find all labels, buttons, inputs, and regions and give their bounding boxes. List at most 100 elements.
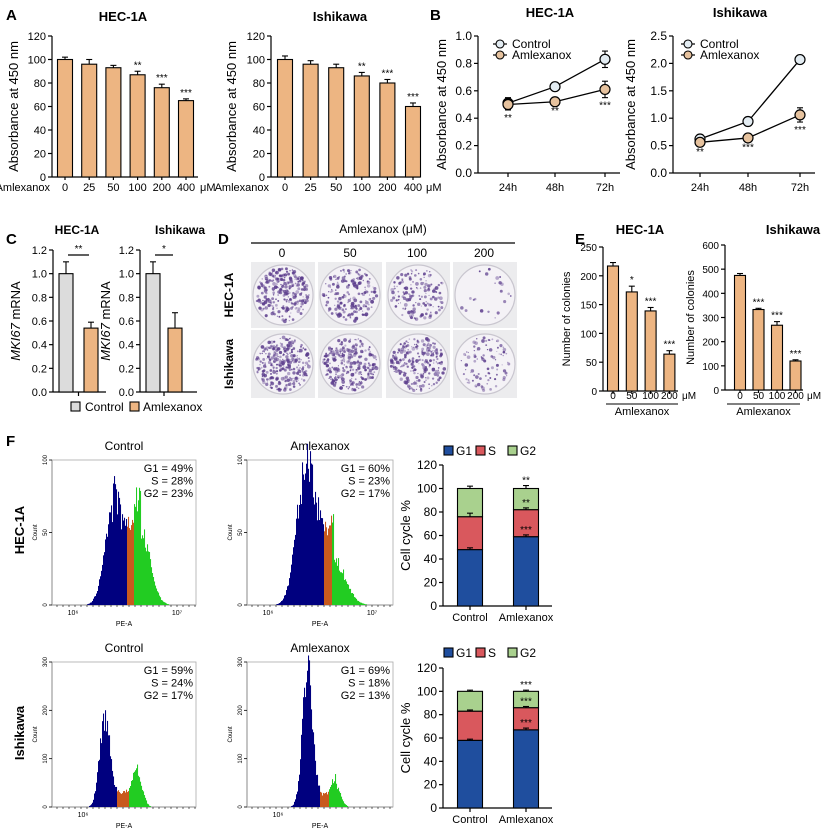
stacked-segment-s	[512, 509, 540, 538]
hist-bin-g2	[143, 791, 145, 807]
hist-bin-g1	[96, 782, 98, 807]
colony	[399, 377, 403, 381]
colony	[323, 358, 326, 361]
colony	[473, 353, 477, 357]
colony	[407, 310, 411, 315]
colony	[399, 343, 402, 346]
colony	[500, 353, 503, 356]
colony	[291, 318, 295, 321]
colony	[420, 295, 423, 298]
stacked-segment-s	[456, 710, 484, 741]
x-tick-label: 0	[62, 182, 68, 194]
colony	[398, 349, 401, 352]
x-unit-label: μM	[200, 182, 216, 194]
colony	[296, 309, 301, 314]
hist-y-axis-label: Count	[33, 524, 39, 540]
colony	[334, 297, 337, 300]
hist-bin-g1	[291, 564, 293, 605]
colony	[430, 350, 433, 353]
colony	[475, 375, 479, 379]
colony	[351, 382, 353, 385]
colony	[295, 290, 300, 294]
hist-bin-g1	[92, 600, 94, 605]
hist-bin-g1	[299, 774, 301, 807]
x-unit-label: μM	[682, 391, 696, 402]
hist-bin-g1	[113, 483, 115, 605]
colony	[364, 357, 368, 362]
colony	[423, 272, 426, 276]
colony	[267, 360, 272, 365]
colony	[283, 281, 287, 286]
colony	[292, 367, 296, 371]
colony	[277, 286, 280, 289]
hist-bin-g2	[340, 792, 342, 807]
legend-label: Amlexanox	[512, 48, 571, 62]
x-tick-label: 100	[128, 182, 146, 194]
significance-marker: ***	[742, 143, 754, 154]
colony	[272, 294, 275, 296]
colony	[284, 284, 288, 289]
colony	[293, 339, 296, 342]
colony	[260, 345, 265, 349]
hist-bin-g1	[110, 756, 112, 807]
colony	[265, 278, 267, 281]
colony	[413, 371, 416, 375]
hist-bin-g2	[334, 781, 336, 807]
x-tick-label: 25	[83, 182, 95, 194]
colony	[255, 299, 259, 303]
hist-bin-g2	[355, 597, 357, 605]
colony	[273, 367, 275, 369]
colony	[353, 298, 358, 303]
colony	[362, 365, 367, 370]
bar-amlexanox	[83, 327, 99, 393]
y-tick-label: 0	[40, 172, 46, 184]
colony	[358, 309, 361, 312]
colony	[299, 374, 301, 377]
colony	[495, 276, 500, 280]
colony	[356, 360, 360, 364]
colony	[354, 347, 358, 351]
colony	[486, 382, 489, 385]
y-tick-label: 0.4	[119, 340, 134, 352]
colony	[460, 360, 462, 362]
colony	[427, 288, 430, 290]
colony	[369, 297, 372, 300]
colony	[360, 342, 364, 346]
colony	[466, 355, 471, 359]
colony	[291, 269, 294, 271]
colony	[413, 338, 416, 341]
colony	[289, 298, 292, 301]
hist-bin-g1	[108, 524, 110, 605]
colony	[426, 352, 430, 356]
colony	[419, 298, 422, 301]
colony	[467, 379, 470, 382]
colony	[257, 369, 260, 371]
colony	[372, 364, 375, 367]
colony	[417, 288, 419, 290]
hist-bin-g1	[302, 462, 304, 605]
colony	[408, 294, 412, 297]
colony	[374, 294, 379, 298]
colony	[354, 371, 357, 374]
data-point-amlexanox	[794, 109, 806, 121]
colony	[340, 359, 343, 362]
bar	[328, 67, 345, 178]
colony	[301, 302, 304, 305]
y-axis-label-suffix: mRNA	[8, 281, 23, 323]
hist-bin-g2	[130, 786, 132, 807]
hist-bin-g1	[311, 463, 313, 605]
colony	[272, 370, 277, 374]
hist-bin-g1	[93, 799, 95, 807]
bar	[177, 100, 195, 178]
y-axis-label: Cell cycle %	[398, 500, 413, 571]
hist-bin-g2	[354, 597, 356, 605]
colony	[394, 305, 398, 308]
hist-bin-g1	[106, 731, 108, 807]
colony	[438, 296, 443, 301]
colony	[275, 363, 278, 366]
colony	[302, 308, 304, 311]
colony	[344, 318, 348, 321]
colony	[342, 268, 345, 272]
colony	[321, 293, 326, 297]
significance-marker: ***	[599, 101, 611, 112]
